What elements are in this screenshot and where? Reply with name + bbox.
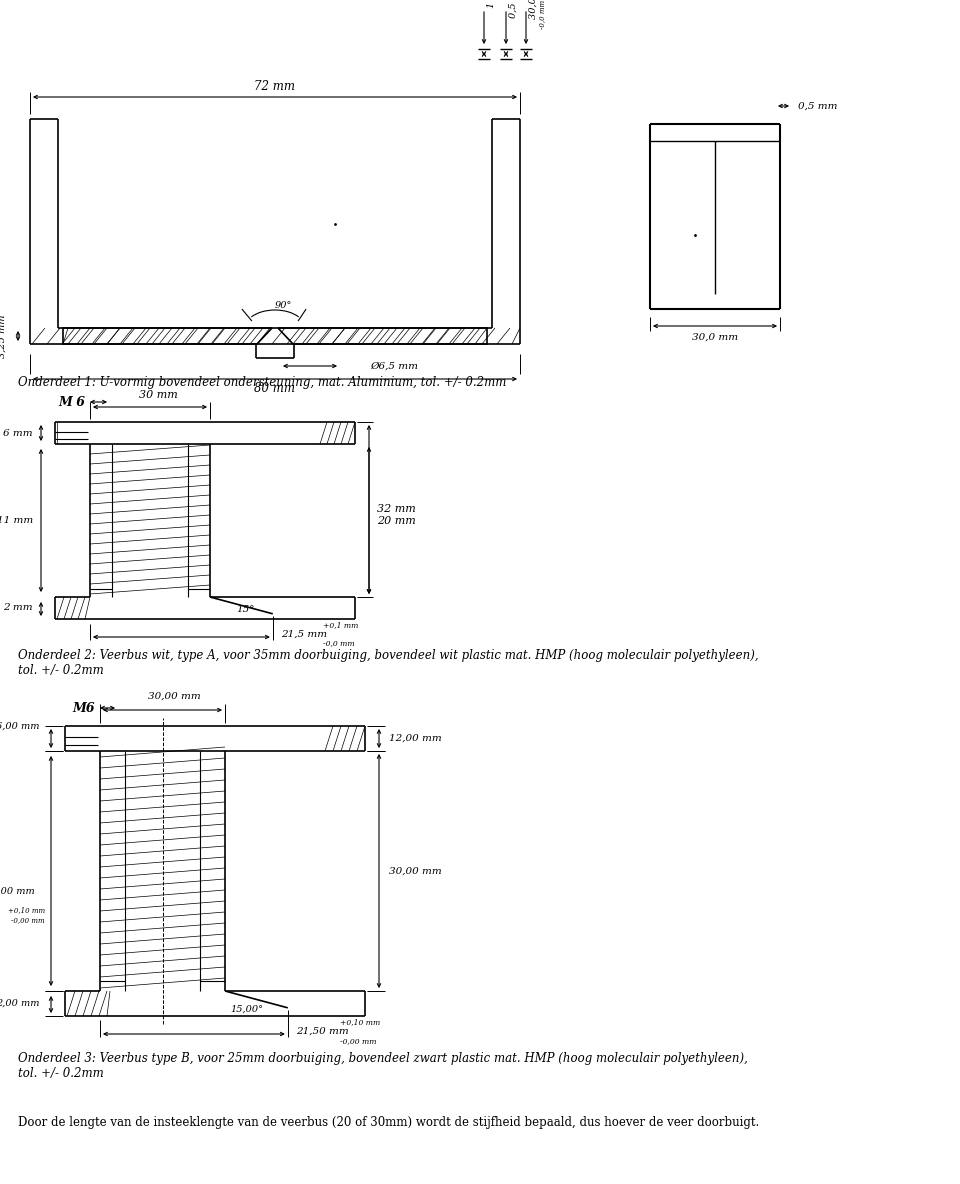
Text: 30,00 mm: 30,00 mm bbox=[389, 867, 442, 875]
Text: 20 mm: 20 mm bbox=[377, 515, 416, 526]
Text: 32 mm: 32 mm bbox=[377, 504, 416, 515]
Text: -0,0 mm: -0,0 mm bbox=[538, 0, 546, 28]
Text: M6: M6 bbox=[72, 701, 95, 714]
Text: -0,00 mm: -0,00 mm bbox=[340, 1037, 376, 1045]
Text: 0,5 mm: 0,5 mm bbox=[798, 102, 837, 110]
Text: Door de lengte van de insteeklengte van de veerbus (20 of 30mm) wordt de stijfhe: Door de lengte van de insteeklengte van … bbox=[18, 1117, 759, 1130]
Text: 2,00 mm: 2,00 mm bbox=[0, 999, 40, 1008]
Text: 21,5 mm: 21,5 mm bbox=[280, 630, 327, 638]
Text: 15,00°: 15,00° bbox=[230, 1004, 263, 1014]
Text: 30,0 mm: 30,0 mm bbox=[692, 333, 738, 341]
Text: 6,00 mm: 6,00 mm bbox=[0, 722, 40, 731]
Text: -0,00 mm: -0,00 mm bbox=[12, 916, 45, 924]
Text: 1 mm: 1 mm bbox=[487, 0, 496, 8]
Text: 21,50 mm: 21,50 mm bbox=[296, 1027, 348, 1036]
Text: +0,1 mm: +0,1 mm bbox=[323, 620, 358, 629]
Text: 72 mm: 72 mm bbox=[254, 81, 296, 94]
Text: 30,00 mm: 30,00 mm bbox=[148, 691, 201, 701]
Text: -0,0 mm: -0,0 mm bbox=[323, 639, 354, 646]
Text: Onderdeel 3: Veerbus type B, voor 25mm doorbuiging, bovendeel zwart plastic mat.: Onderdeel 3: Veerbus type B, voor 25mm d… bbox=[18, 1053, 748, 1080]
Text: Ø6,5 mm: Ø6,5 mm bbox=[370, 361, 418, 371]
Text: Onderdeel 1: U-vormig bovendeel ondersteuning, mat. Aluminium, tol. +/- 0.2mm: Onderdeel 1: U-vormig bovendeel onderste… bbox=[18, 377, 506, 390]
Text: 11 mm: 11 mm bbox=[0, 516, 33, 525]
Text: 90°: 90° bbox=[275, 302, 292, 310]
Text: 11,00 mm: 11,00 mm bbox=[0, 887, 35, 895]
Text: 3,25 mm: 3,25 mm bbox=[0, 314, 7, 358]
Text: 6 mm: 6 mm bbox=[4, 429, 33, 438]
Text: +0,10 mm: +0,10 mm bbox=[8, 906, 45, 914]
Text: +0,10 mm: +0,10 mm bbox=[340, 1018, 380, 1027]
Text: 30 mm: 30 mm bbox=[138, 390, 178, 400]
Text: 0,5 mm: 0,5 mm bbox=[509, 0, 518, 18]
Text: 12,00 mm: 12,00 mm bbox=[389, 734, 442, 744]
Text: 30,0 mm: 30,0 mm bbox=[529, 0, 538, 19]
Text: 15°: 15° bbox=[236, 605, 255, 613]
Text: M 6: M 6 bbox=[58, 395, 85, 408]
Text: 2 mm: 2 mm bbox=[4, 604, 33, 612]
Text: Onderdeel 2: Veerbus wit, type A, voor 35mm doorbuiging, bovendeel wit plastic m: Onderdeel 2: Veerbus wit, type A, voor 3… bbox=[18, 649, 758, 677]
Text: 80 mm: 80 mm bbox=[254, 382, 296, 395]
